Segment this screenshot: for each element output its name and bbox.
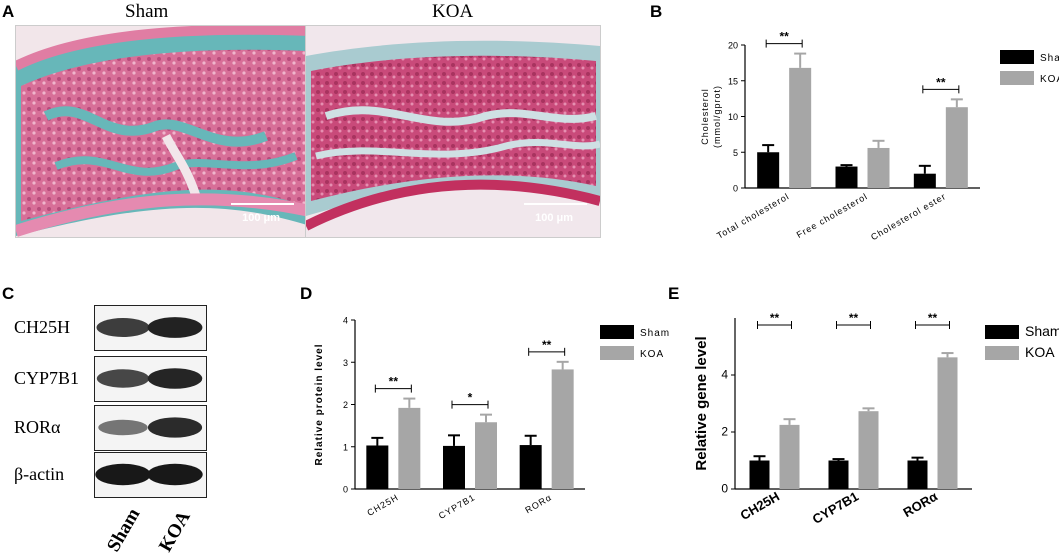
bar bbox=[828, 460, 849, 489]
band-koa bbox=[147, 368, 203, 389]
bar bbox=[749, 460, 770, 489]
y-axis-label: (mmol/gprot) bbox=[712, 85, 722, 148]
blot-strip bbox=[94, 356, 207, 402]
bar bbox=[789, 67, 812, 188]
legend-label: KOA bbox=[640, 349, 664, 360]
bar bbox=[937, 357, 958, 489]
bar bbox=[913, 173, 936, 188]
micrograph-sham: 100 μm bbox=[15, 25, 311, 238]
y-tick-label: 0 bbox=[733, 184, 738, 194]
bar bbox=[907, 460, 928, 489]
blot-strip bbox=[94, 305, 207, 351]
panel-letter-a: A bbox=[2, 2, 15, 21]
blot-strip bbox=[94, 405, 207, 451]
category-label: CYP7B1 bbox=[810, 489, 861, 527]
y-axis-label: Relative gene level bbox=[693, 336, 710, 470]
y-tick-label: 0 bbox=[721, 482, 728, 496]
category-label: Total cholesterol bbox=[715, 191, 791, 241]
y-tick-label: 20 bbox=[728, 41, 738, 51]
significance-label: ** bbox=[770, 311, 780, 325]
category-label: Cholesterol ester bbox=[869, 191, 948, 242]
bar bbox=[835, 166, 858, 188]
y-tick-label: 3 bbox=[343, 358, 348, 368]
panel-letter-d: D bbox=[300, 284, 313, 303]
bar bbox=[945, 107, 968, 188]
legend-label: Sham bbox=[1040, 53, 1059, 64]
chart-e: 0 2 4 Relative gene level CH25H ** CYP7B1 ** ROR… bbox=[693, 311, 1059, 527]
y-tick-label: 2 bbox=[721, 425, 728, 439]
significance-label: ** bbox=[936, 75, 946, 89]
bar bbox=[757, 152, 780, 188]
legend-label: KOA bbox=[1025, 344, 1055, 360]
bar bbox=[398, 407, 421, 489]
panel-letter-e: E bbox=[668, 284, 680, 303]
band-koa bbox=[147, 463, 203, 486]
band-sham bbox=[95, 463, 151, 486]
bar bbox=[443, 445, 465, 489]
y-axis-label: Relative protein level bbox=[314, 343, 325, 465]
band-koa bbox=[147, 417, 203, 438]
micrograph-title-sham: Sham bbox=[125, 1, 169, 22]
bar bbox=[551, 369, 574, 489]
blot-strip bbox=[94, 452, 207, 498]
y-tick-label: 0 bbox=[343, 485, 348, 495]
blot-label: β-actin bbox=[14, 464, 65, 484]
chart-d: 0 1 2 3 4 Relative protein level CH25H ** CYP7B1… bbox=[314, 316, 670, 521]
category-label: CH25H bbox=[738, 489, 782, 523]
band-sham bbox=[96, 318, 150, 337]
legend-swatch bbox=[985, 325, 1019, 339]
y-tick-label: 5 bbox=[733, 148, 738, 158]
category-label: CYP7B1 bbox=[437, 492, 477, 521]
significance-label: ** bbox=[928, 311, 938, 325]
category-label: RORα bbox=[523, 492, 553, 515]
lane-label: KOA bbox=[155, 507, 195, 556]
y-tick-label: 10 bbox=[728, 112, 738, 122]
band-sham bbox=[96, 369, 150, 388]
panel-letter-c: C bbox=[2, 284, 15, 303]
blot-label: RORα bbox=[14, 417, 61, 437]
lane-label: Sham bbox=[103, 504, 145, 556]
bar bbox=[475, 422, 497, 489]
legend-swatch bbox=[600, 325, 634, 339]
blot-label: CH25H bbox=[14, 317, 71, 337]
micrograph-koa: 100 μm bbox=[305, 25, 601, 238]
legend-label: Sham bbox=[640, 328, 670, 339]
legend-label: KOA bbox=[1040, 74, 1059, 85]
legend-label: Sham bbox=[1025, 323, 1059, 339]
blot-label: CYP7B1 bbox=[14, 368, 80, 388]
scale-bar-label-koa: 100 μm bbox=[535, 212, 573, 224]
y-tick-label: 4 bbox=[721, 368, 728, 382]
chart-b: 0 5 10 15 20 Cholesterol (mmol/gprot) Total cho… bbox=[700, 30, 1059, 243]
legend-swatch bbox=[1000, 50, 1034, 64]
significance-label: ** bbox=[542, 338, 552, 352]
significance-label: ** bbox=[779, 30, 789, 44]
bar bbox=[519, 445, 542, 489]
legend-swatch bbox=[600, 346, 634, 360]
significance-label: ** bbox=[389, 375, 399, 389]
category-label: Free cholesterol bbox=[795, 191, 870, 240]
bar bbox=[366, 445, 389, 489]
category-label: CH25H bbox=[365, 492, 400, 518]
bar bbox=[867, 147, 890, 188]
significance-label: ** bbox=[849, 311, 859, 325]
y-tick-label: 2 bbox=[343, 400, 348, 410]
y-tick-label: 15 bbox=[728, 76, 738, 86]
scale-bar-label-sham: 100 μm bbox=[242, 212, 280, 224]
y-axis-label: Cholesterol bbox=[700, 88, 710, 145]
micrograph-title-koa: KOA bbox=[432, 1, 474, 22]
legend-swatch bbox=[1000, 71, 1034, 85]
band-koa bbox=[147, 317, 203, 338]
y-tick-label: 4 bbox=[343, 316, 348, 326]
y-tick-label: 1 bbox=[343, 442, 348, 452]
significance-label: * bbox=[468, 391, 473, 405]
bar bbox=[779, 424, 800, 489]
bar bbox=[858, 411, 879, 489]
category-label: RORα bbox=[901, 489, 940, 520]
legend-swatch bbox=[985, 346, 1019, 360]
panel-letter-b: B bbox=[650, 2, 663, 21]
band-sham bbox=[98, 419, 148, 436]
